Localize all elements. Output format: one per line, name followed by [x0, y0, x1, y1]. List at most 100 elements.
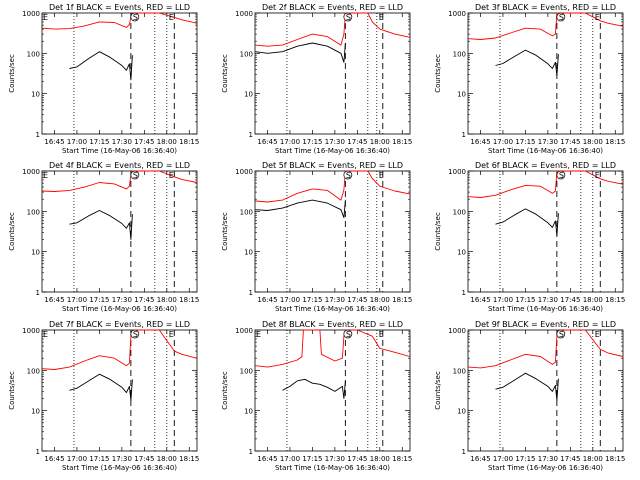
events-series-line: [495, 49, 559, 77]
y-axis-label: Counts/sec: [434, 212, 442, 251]
x-tick-label: 18:00: [157, 455, 177, 463]
y-axis-label: Counts/sec: [221, 54, 229, 93]
event-marker-label: E: [169, 171, 174, 180]
x-tick-label: 17:00: [493, 455, 513, 463]
x-tick-label: 17:00: [67, 138, 87, 146]
y-axis-label: Counts/sec: [8, 212, 16, 251]
start-marker-circle: [556, 12, 566, 22]
event-marker-label: E: [379, 13, 384, 22]
event-marker-label: E: [43, 13, 48, 22]
start-marker-circle: [343, 329, 353, 339]
panel-title: Det 7f BLACK = Events, RED = LLD: [49, 320, 190, 329]
x-tick-label: 16:45: [470, 138, 490, 146]
start-marker-circle: [556, 329, 566, 339]
x-tick-label: 16:45: [470, 455, 490, 463]
lld-series-line: [468, 329, 623, 369]
plot-frame: [41, 170, 198, 293]
x-tick-label: 17:15: [89, 296, 109, 304]
lld-series-line: [42, 12, 197, 30]
x-axis-label: Start Time (16-May-06 16:36:40): [62, 305, 177, 313]
x-tick-label: 17:15: [302, 296, 322, 304]
x-tick-label: 16:45: [44, 138, 64, 146]
event-marker-label: E: [256, 330, 261, 339]
y-tick-label: 1000: [235, 168, 253, 176]
x-axis-label: Start Time (16-May-06 16:36:40): [62, 464, 177, 472]
y-tick-label: 100: [240, 367, 253, 375]
detector-panel: Det 2f BLACK = Events, RED = LLD 1 10 100 10…: [221, 3, 412, 155]
x-tick-label: 16:45: [257, 455, 277, 463]
panel-title: Det 8f BLACK = Events, RED = LLD: [262, 320, 403, 329]
x-tick-label: 17:15: [89, 138, 109, 146]
x-tick-label: 18:00: [583, 296, 603, 304]
event-marker-label: S: [133, 330, 138, 339]
x-tick-label: 17:30: [538, 455, 558, 463]
y-tick-label: 10: [457, 91, 466, 99]
panel-title: Det 1f BLACK = Events, RED = LLD: [49, 3, 190, 12]
x-tick-label: 18:00: [583, 138, 603, 146]
x-tick-label: 17:15: [515, 455, 535, 463]
panel-title: Det 9f BLACK = Events, RED = LLD: [475, 320, 616, 329]
x-axis-label: Start Time (16-May-06 16:36:40): [275, 305, 390, 313]
start-marker-circle: [130, 170, 140, 180]
event-marker-label: E: [595, 171, 600, 180]
x-axis-label: Start Time (16-May-06 16:36:40): [488, 147, 603, 155]
plot-frame: [467, 329, 624, 452]
y-tick-label: 1000: [22, 168, 40, 176]
detector-panel: Det 6f BLACK = Events, RED = LLD 1 10 100 10…: [434, 161, 625, 313]
detector-panel: Det 4f BLACK = Events, RED = LLD 1 10 100 10…: [8, 161, 199, 313]
x-tick-label: 18:00: [370, 138, 390, 146]
event-marker-label: S: [559, 330, 564, 339]
lld-series-line: [255, 170, 410, 203]
x-tick-label: 16:45: [257, 296, 277, 304]
x-tick-label: 18:15: [605, 455, 625, 463]
lld-series-line: [42, 170, 197, 192]
x-tick-label: 17:45: [347, 138, 367, 146]
x-tick-label: 18:15: [392, 138, 412, 146]
x-tick-label: 17:00: [280, 138, 300, 146]
events-series-line: [69, 210, 133, 240]
y-axis-label: Counts/sec: [221, 212, 229, 251]
y-tick-label: 10: [31, 408, 40, 416]
y-tick-label: 10: [244, 91, 253, 99]
x-tick-label: 17:15: [302, 138, 322, 146]
lld-series-line: [255, 12, 410, 47]
y-tick-label: 1: [249, 131, 253, 139]
x-tick-label: 17:00: [67, 455, 87, 463]
y-axis-label: Counts/sec: [8, 54, 16, 93]
x-tick-label: 18:00: [583, 455, 603, 463]
x-tick-label: 17:30: [112, 138, 132, 146]
event-marker-label: E: [379, 330, 384, 339]
event-marker-label: E: [169, 330, 174, 339]
y-tick-label: 1: [36, 289, 40, 297]
event-marker-label: S: [346, 171, 351, 180]
y-tick-label: 100: [453, 50, 466, 58]
y-tick-label: 1000: [448, 10, 466, 18]
y-tick-label: 1000: [235, 327, 253, 335]
y-tick-label: 10: [31, 91, 40, 99]
detector-panel: Det 5f BLACK = Events, RED = LLD 1 10 100 10…: [221, 161, 412, 313]
y-tick-label: 1: [249, 448, 253, 456]
x-tick-label: 17:00: [493, 138, 513, 146]
x-tick-label: 17:30: [325, 296, 345, 304]
x-tick-label: 18:15: [392, 455, 412, 463]
y-tick-label: 100: [240, 208, 253, 216]
x-tick-label: 17:45: [134, 296, 154, 304]
plot-frame: [254, 329, 411, 452]
x-tick-label: 18:00: [157, 296, 177, 304]
y-tick-label: 1000: [448, 327, 466, 335]
lld-series-line: [255, 329, 410, 368]
event-marker-label: S: [133, 171, 138, 180]
x-tick-label: 17:45: [560, 455, 580, 463]
y-tick-label: 1000: [448, 168, 466, 176]
events-series-line: [69, 51, 133, 81]
x-tick-label: 16:45: [257, 138, 277, 146]
plot-frame: [254, 12, 411, 135]
y-tick-label: 1: [462, 131, 466, 139]
x-tick-label: 18:15: [179, 455, 199, 463]
start-marker-circle: [343, 170, 353, 180]
y-tick-label: 10: [457, 408, 466, 416]
panel-title: Det 3f BLACK = Events, RED = LLD: [475, 3, 616, 12]
event-marker-label: E: [169, 13, 174, 22]
x-tick-label: 17:15: [515, 296, 535, 304]
